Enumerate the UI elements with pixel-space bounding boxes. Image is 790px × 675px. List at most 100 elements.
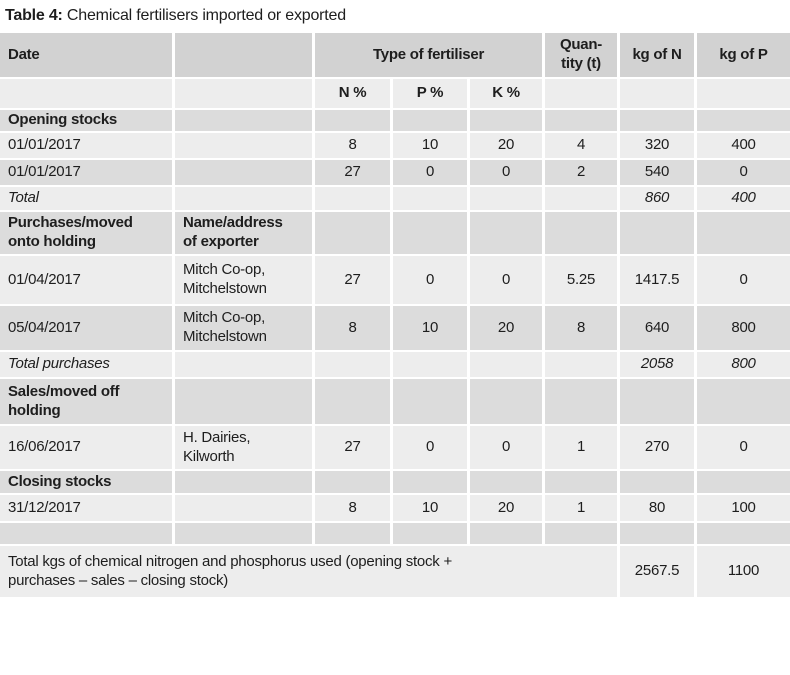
- table-row: [0, 523, 790, 544]
- empty-cell: [470, 379, 542, 424]
- empty-cell: [393, 471, 467, 493]
- empty-cell: [470, 110, 542, 131]
- table-cell: Purchases/moved onto holding: [0, 212, 172, 254]
- table-cell: 0: [393, 426, 467, 469]
- table-row: 01/04/2017 Mitch Co-op, Mitchelstown 27 0 0 5…: [0, 256, 790, 304]
- empty-cell: [315, 471, 390, 493]
- table-cell: 5.25: [545, 256, 617, 304]
- empty-cell: [175, 133, 312, 158]
- table-cell: 1: [545, 495, 617, 521]
- fertiliser-table: Date Type of fertiliser Quan- tity (t) kg o…: [0, 33, 790, 597]
- empty-cell: [393, 523, 467, 544]
- empty-cell: [697, 212, 790, 254]
- empty-cell: [175, 495, 312, 521]
- empty-cell: [545, 79, 617, 108]
- empty-cell: [175, 33, 312, 77]
- empty-cell: [175, 160, 312, 185]
- empty-cell: [545, 471, 617, 493]
- table-row: Sales/moved off holding: [0, 379, 790, 424]
- table-cell: 1417.5: [620, 256, 694, 304]
- table-cell: 0: [470, 256, 542, 304]
- table-cell: 270: [620, 426, 694, 469]
- table-cell: 2058: [620, 352, 694, 377]
- table-cell: 10: [393, 306, 467, 350]
- empty-cell: [545, 187, 617, 210]
- table-cell: 10: [393, 133, 467, 158]
- empty-cell: [620, 523, 694, 544]
- table-row: 16/06/2017 H. Dairies, Kilworth 27 0 0 1 270 0: [0, 426, 790, 469]
- table-cell: 1100: [697, 546, 790, 597]
- table-row: Total kgs of chemical nitrogen and phosp…: [0, 546, 790, 597]
- empty-cell: [697, 523, 790, 544]
- empty-cell: [315, 352, 390, 377]
- empty-cell: [470, 471, 542, 493]
- empty-cell: [620, 379, 694, 424]
- table-cell: 860: [620, 187, 694, 210]
- empty-cell: [393, 110, 467, 131]
- table-cell: 27: [315, 160, 390, 185]
- table-cell: Name/address of exporter: [175, 212, 312, 254]
- table-row: Date Type of fertiliser Quan- tity (t) kg o…: [0, 33, 790, 77]
- table-row: 05/04/2017 Mitch Co-op, Mitchelstown 8 10 20…: [0, 306, 790, 350]
- table-title-text: Chemical fertilisers imported or exporte…: [62, 7, 346, 24]
- empty-cell: [175, 471, 312, 493]
- table-cell: 20: [470, 133, 542, 158]
- table-cell: 8: [315, 306, 390, 350]
- table-cell: 8: [315, 495, 390, 521]
- table-row: Opening stocks: [0, 110, 790, 131]
- table-cell: 0: [393, 256, 467, 304]
- table-cell: 20: [470, 495, 542, 521]
- empty-cell: [175, 379, 312, 424]
- table-cell: 800: [697, 306, 790, 350]
- table-row: 01/01/2017 8 10 20 4 320 400: [0, 133, 790, 158]
- table-cell: 0: [393, 160, 467, 185]
- table-cell: H. Dairies, Kilworth: [175, 426, 312, 469]
- table-cell: Total: [0, 187, 172, 210]
- table-cell: Opening stocks: [0, 110, 172, 131]
- table-cell: kg of N: [620, 33, 694, 77]
- empty-cell: [545, 212, 617, 254]
- empty-cell: [175, 187, 312, 210]
- table-cell: 16/06/2017: [0, 426, 172, 469]
- table-cell: 320: [620, 133, 694, 158]
- table-cell: 0: [697, 160, 790, 185]
- empty-cell: [620, 212, 694, 254]
- table-cell: 400: [697, 133, 790, 158]
- table-cell: 540: [620, 160, 694, 185]
- empty-cell: [315, 523, 390, 544]
- table-cell: P %: [393, 79, 467, 108]
- empty-cell: [620, 110, 694, 131]
- table-cell: Sales/moved off holding: [0, 379, 172, 424]
- table-cell: 1: [545, 426, 617, 469]
- table-title: Table 4: Chemical fertilisers imported o…: [0, 0, 790, 33]
- empty-cell: [175, 523, 312, 544]
- table-cell: 8: [315, 133, 390, 158]
- empty-cell: [545, 352, 617, 377]
- empty-cell: [393, 212, 467, 254]
- empty-cell: [0, 79, 172, 108]
- table-cell: 01/01/2017: [0, 133, 172, 158]
- table-cell: 8: [545, 306, 617, 350]
- table-cell: Mitch Co-op, Mitchelstown: [175, 256, 312, 304]
- empty-cell: [470, 352, 542, 377]
- empty-cell: [470, 212, 542, 254]
- empty-cell: [0, 523, 172, 544]
- table-row: Total 860 400: [0, 187, 790, 210]
- empty-cell: [545, 379, 617, 424]
- table-row: Total purchases 2058 800: [0, 352, 790, 377]
- table-cell: Mitch Co-op, Mitchelstown: [175, 306, 312, 350]
- table-cell: 800: [697, 352, 790, 377]
- table-cell: 2: [545, 160, 617, 185]
- table-cell: 31/12/2017: [0, 495, 172, 521]
- empty-cell: [393, 187, 467, 210]
- empty-cell: [620, 471, 694, 493]
- table-cell: Closing stocks: [0, 471, 172, 493]
- table-cell: 0: [470, 160, 542, 185]
- empty-cell: [315, 212, 390, 254]
- empty-cell: [315, 379, 390, 424]
- table-cell: Quan- tity (t): [545, 33, 617, 77]
- table-cell: 27: [315, 256, 390, 304]
- table-cell: 20: [470, 306, 542, 350]
- table-title-label: Table 4:: [5, 7, 63, 24]
- table-cell: 0: [697, 426, 790, 469]
